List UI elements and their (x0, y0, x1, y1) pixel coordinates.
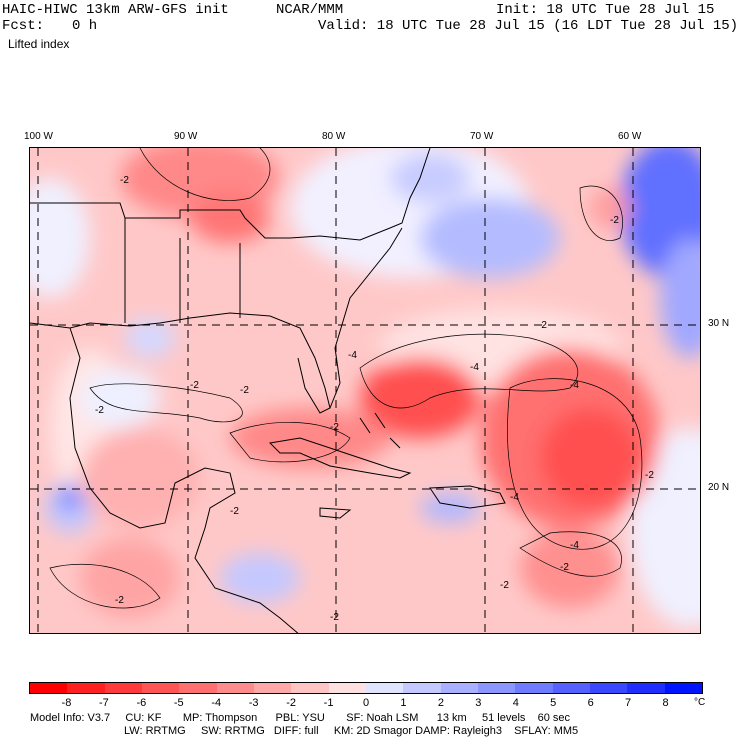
contour-label: -4 (570, 380, 579, 391)
model-info-line1: Model Info: V3.7 CU: KF MP: Thompson PBL… (30, 712, 571, 724)
contour-label: -2 (500, 580, 509, 591)
contour-label: -4 (470, 362, 479, 373)
lat-label: 20 N (708, 482, 730, 493)
colorbar-swatch (477, 683, 516, 693)
colorbar-tick-label: -1 (323, 697, 334, 709)
colorbar-tick-label: -8 (61, 697, 72, 709)
colorbar-tick-label: 0 (362, 697, 370, 709)
colorbar-unit: °C (694, 697, 706, 708)
lat-label: 30 N (708, 318, 730, 329)
colorbar-swatch (141, 683, 180, 693)
colorbar-swatch (216, 683, 254, 693)
colorbar-swatch (291, 683, 329, 693)
colorbar-swatch (30, 683, 68, 693)
colorbar-swatch (589, 683, 628, 693)
colorbar-swatch (664, 683, 702, 693)
valid-time: Valid: 18 UTC Tue 28 Jul 15 (16 LDT Tue … (318, 18, 739, 34)
contour-label: -2 (645, 470, 654, 481)
contours (49, 148, 643, 609)
colorbar-tick-label: 7 (625, 697, 632, 709)
contour-label: -2 (190, 380, 199, 391)
lon-label: 100 W (24, 131, 53, 142)
colorbar-tick-label: -3 (248, 697, 259, 709)
colorbar-tick-label: 6 (587, 697, 594, 709)
model-info-line2: LW: RRTMG SW: RRTMG DIFF: full KM: 2D Sm… (124, 725, 579, 737)
colorbar-tick-label: -7 (98, 697, 109, 709)
contour-label: -2 (230, 506, 239, 517)
colorbar-swatch (365, 683, 404, 693)
colorbar-tick-label: -4 (211, 697, 222, 709)
colorbar-swatch (627, 683, 665, 693)
colorbar-swatch (104, 683, 142, 693)
forecast-label: Fcst: (2, 18, 45, 34)
lon-label: 80 W (322, 131, 346, 142)
colorbar-swatch (403, 683, 441, 693)
colorbar-tick-label: -6 (136, 697, 147, 709)
colorbar-tick-label: 8 (662, 697, 669, 709)
shading-field (30, 148, 700, 628)
contour-label: -2 (120, 175, 129, 186)
contour-label: -4 (570, 540, 579, 551)
colorbar-swatch (328, 683, 366, 693)
contour-label: -2 (115, 595, 124, 606)
contour-label: -2 (560, 562, 569, 573)
colorbar-tick-label: 4 (512, 697, 519, 709)
init-time: Init: 18 UTC Tue 28 Jul 15 (496, 2, 715, 18)
colorbar (29, 682, 703, 694)
colorbar-tick-label: -2 (286, 697, 296, 709)
contour-label: -2 (330, 422, 339, 433)
colorbar-labels: -8 -7 -6 -5 -4 -3 -2 -1 0 1 2 3 4 5 6 7 8 (29, 697, 703, 709)
contour-label-group: -2 -2 -2 -2 -4 -4 -4 -4 -4 -2 -2 -2 -2 -… (95, 175, 654, 623)
colorbar-tick-label: -5 (173, 697, 184, 709)
colorbar-tick-label: 2 (437, 697, 444, 709)
lon-label: 70 W (470, 131, 494, 142)
colorbar-tick-label: 5 (550, 697, 557, 709)
field-name: Lifted index (8, 37, 70, 51)
colorbar-swatch (253, 683, 292, 693)
contour-label: -2 (610, 215, 619, 226)
colorbar-swatch (552, 683, 590, 693)
contour-label: -4 (348, 350, 357, 361)
contour-label: -2 (330, 612, 339, 623)
colorbar-swatch (440, 683, 478, 693)
colorbar-swatch (67, 683, 105, 693)
contour-label: -4 (510, 492, 519, 503)
model-title: HAIC-HIWC 13km ARW-GFS init (2, 2, 229, 18)
forecast-hour: 0 h (72, 18, 98, 34)
coastlines (30, 148, 506, 633)
contour-label: -2 (538, 320, 547, 331)
contour-label: -2 (95, 405, 104, 416)
lifted-index-map: -2 -2 -2 -2 -4 -4 -4 -4 -4 -2 -2 -2 -2 -… (29, 147, 701, 634)
contour-label: -2 (240, 385, 249, 396)
colorbar-swatch (179, 683, 217, 693)
lon-label: 60 W (618, 131, 642, 142)
colorbar-tick-label: 1 (400, 697, 407, 709)
lon-label: 90 W (174, 131, 198, 142)
colorbar-swatch (515, 683, 553, 693)
org-label: NCAR/MMM (276, 2, 344, 18)
colorbar-tick-label: 3 (475, 697, 482, 709)
